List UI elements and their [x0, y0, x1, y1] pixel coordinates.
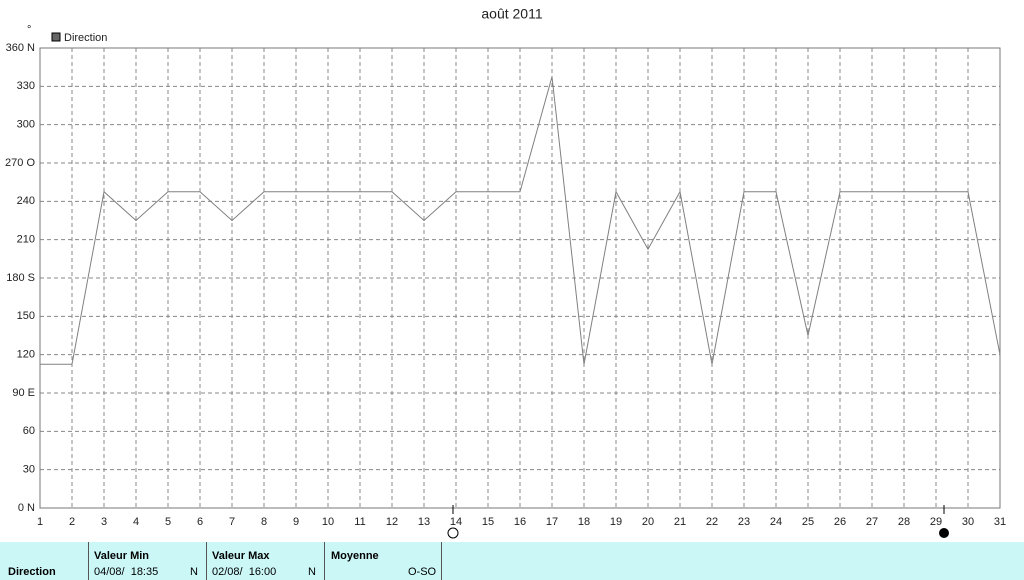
y-tick-label: 330 [17, 80, 35, 92]
x-tick-label: 12 [386, 516, 398, 528]
col-value: 02/08/ 16:00 [212, 566, 277, 578]
x-tick-label: 29 [930, 516, 942, 528]
summary-table: Direction Valeur Min 04/08/ 18:35 N Vale… [0, 542, 1024, 580]
y-tick-label: 360 N [6, 42, 35, 54]
full-moon-icon [447, 527, 459, 539]
x-tick-label: 28 [898, 516, 910, 528]
y-tick-label: 270 O [5, 157, 35, 169]
x-tick-label: 24 [770, 516, 782, 528]
y-unit: ° [27, 24, 31, 36]
x-tick-label: 19 [610, 516, 622, 528]
y-tick-label: 240 [17, 195, 35, 207]
separator [441, 542, 442, 580]
x-tick-label: 31 [994, 516, 1006, 528]
x-tick-label: 8 [261, 516, 267, 528]
y-tick-label: 180 S [6, 272, 35, 284]
series-line [40, 76, 1001, 365]
x-tick-label: 15 [482, 516, 494, 528]
x-tick-label: 26 [834, 516, 846, 528]
x-tick-label: 6 [197, 516, 203, 528]
col-value: O-SO [408, 566, 437, 578]
x-tick-label: 14 [450, 516, 462, 528]
col-value: 04/08/ 18:35 [94, 566, 159, 578]
y-tick-label: 60 [23, 425, 35, 437]
x-tick-label: 18 [578, 516, 590, 528]
col-header: Valeur Min [94, 550, 150, 562]
x-tick-label: 13 [418, 516, 430, 528]
x-tick-label: 30 [962, 516, 974, 528]
x-tick-label: 16 [514, 516, 526, 528]
col-header: Valeur Max [212, 550, 270, 562]
x-tick-label: 21 [674, 516, 686, 528]
separator [88, 542, 89, 580]
x-tick-label: 17 [546, 516, 558, 528]
x-tick-label: 10 [322, 516, 334, 528]
col-unit: N [308, 566, 316, 578]
y-tick-label: 90 E [12, 387, 35, 399]
x-tick-label: 4 [133, 516, 139, 528]
col-unit: N [190, 566, 198, 578]
x-tick-label: 7 [229, 516, 235, 528]
x-tick-label: 25 [802, 516, 814, 528]
x-tick-label: 1 [37, 516, 43, 528]
x-tick-label: 3 [101, 516, 107, 528]
chart-title: août 2011 [481, 6, 542, 22]
plot-frame [39, 47, 1001, 509]
x-tick-label: 22 [706, 516, 718, 528]
legend-label: Direction [64, 32, 107, 44]
new-moon-icon [939, 528, 949, 538]
legend-swatch [51, 32, 61, 42]
x-tick-label: 27 [866, 516, 878, 528]
col-header: Moyenne [331, 550, 379, 562]
y-tick-label: 210 [17, 234, 35, 246]
x-tick-label: 11 [354, 516, 365, 528]
x-tick-label: 2 [69, 516, 75, 528]
x-tick-label: 23 [738, 516, 750, 528]
separator [206, 542, 207, 580]
y-tick-label: 0 N [18, 502, 35, 514]
x-tick-label: 9 [293, 516, 299, 528]
separator [324, 542, 325, 580]
y-tick-label: 120 [17, 349, 35, 361]
x-tick-label: 5 [165, 516, 171, 528]
row-label: Direction [8, 566, 56, 578]
y-tick-label: 300 [17, 119, 35, 131]
y-tick-label: 150 [17, 310, 35, 322]
x-tick-label: 20 [642, 516, 654, 528]
y-tick-label: 30 [23, 464, 35, 476]
